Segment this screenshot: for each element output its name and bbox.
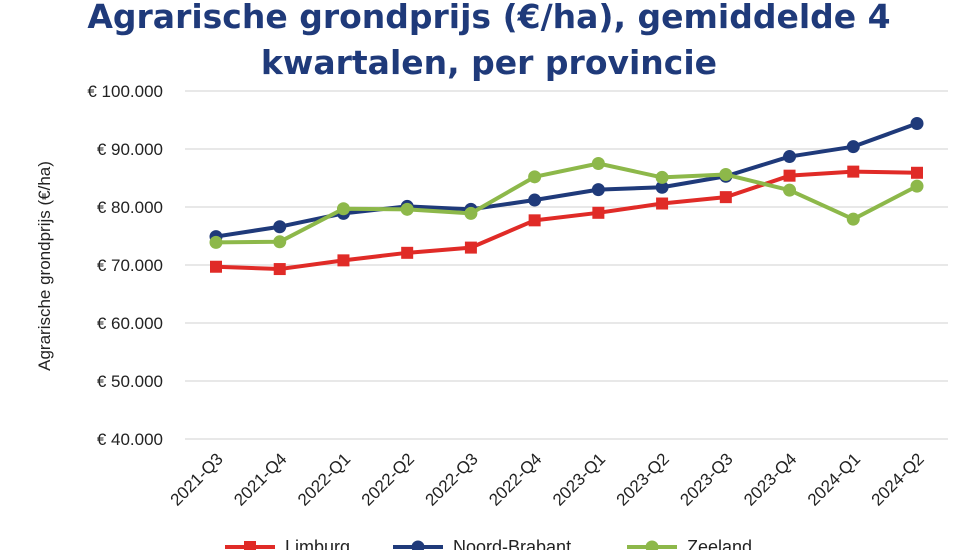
x-tick-label: 2022-Q4 bbox=[485, 449, 545, 509]
x-tick-label: 2023-Q4 bbox=[740, 449, 800, 509]
data-point-zeeland bbox=[528, 170, 542, 184]
data-point-noord-brabant bbox=[846, 140, 860, 154]
data-point-zeeland bbox=[910, 179, 924, 193]
data-point-limburg bbox=[719, 191, 732, 204]
data-point-limburg bbox=[656, 197, 669, 210]
data-point-zeeland bbox=[336, 202, 350, 216]
data-point-limburg bbox=[464, 241, 477, 254]
x-tick-label: 2023-Q1 bbox=[549, 449, 609, 509]
x-tick-label: 2023-Q3 bbox=[676, 449, 736, 509]
y-axis-ticks: € 40.000 € 50.000 € 60.000 € 70.000 € 80.000… bbox=[87, 82, 163, 449]
data-point-noord-brabant bbox=[273, 220, 287, 234]
x-tick-label: 2022-Q2 bbox=[358, 449, 418, 509]
y-axis-label: Agrarische grondprijs (€/ha) bbox=[35, 161, 54, 371]
legend-label-zeeland: Zeeland bbox=[687, 537, 752, 550]
legend-marker-limburg bbox=[244, 541, 256, 550]
y-tick-label: € 60.000 bbox=[97, 314, 163, 333]
series-line-limburg bbox=[215, 169, 918, 272]
data-point-noord-brabant bbox=[783, 150, 797, 164]
legend-label-limburg: Limburg bbox=[285, 537, 350, 550]
x-tick-label: 2024-Q2 bbox=[868, 449, 928, 509]
x-tick-label: 2022-Q3 bbox=[422, 449, 482, 509]
y-tick-label: € 100.000 bbox=[87, 82, 163, 101]
series-line-zeeland bbox=[215, 161, 918, 245]
data-point-noord-brabant bbox=[528, 193, 542, 207]
data-point-noord-brabant bbox=[591, 183, 605, 197]
data-point-zeeland bbox=[783, 183, 797, 197]
x-tick-label: 2022-Q1 bbox=[294, 449, 354, 509]
y-tick-label: € 80.000 bbox=[97, 198, 163, 217]
data-point-zeeland bbox=[591, 157, 605, 170]
gridlines bbox=[185, 90, 948, 440]
x-tick-label: 2021-Q4 bbox=[230, 449, 290, 509]
data-point-zeeland bbox=[464, 206, 478, 220]
data-point-zeeland bbox=[209, 235, 223, 249]
y-tick-label: € 70.000 bbox=[97, 256, 163, 275]
data-point-limburg bbox=[273, 263, 286, 276]
series-lines bbox=[209, 116, 924, 276]
data-point-limburg bbox=[911, 166, 923, 179]
x-tick-label: 2021-Q3 bbox=[167, 449, 227, 509]
data-point-limburg bbox=[401, 246, 414, 259]
y-tick-label: € 90.000 bbox=[97, 140, 163, 159]
data-point-zeeland bbox=[846, 212, 860, 226]
data-point-limburg bbox=[528, 214, 541, 227]
data-point-noord-brabant bbox=[655, 180, 669, 194]
data-point-zeeland bbox=[400, 202, 414, 216]
data-point-limburg bbox=[847, 165, 860, 178]
data-point-zeeland bbox=[273, 235, 287, 249]
x-tick-label: 2023-Q2 bbox=[613, 449, 673, 509]
data-point-zeeland bbox=[719, 168, 733, 182]
data-point-limburg bbox=[210, 260, 222, 273]
data-point-zeeland bbox=[655, 170, 669, 184]
y-tick-label: € 40.000 bbox=[97, 430, 163, 449]
data-point-limburg bbox=[592, 206, 605, 219]
x-tick-label: 2024-Q1 bbox=[804, 449, 864, 509]
legend-marker-noord-brabant bbox=[411, 540, 425, 550]
legend-marker-zeeland bbox=[645, 540, 659, 550]
data-point-noord-brabant bbox=[910, 116, 924, 130]
data-point-limburg bbox=[783, 169, 796, 182]
legend-label-noord-brabant: Noord-Brabant bbox=[453, 537, 571, 550]
chart-title: Agrarische grondprijs (€/ha), gemiddelde… bbox=[87, 0, 891, 82]
data-point-limburg bbox=[337, 254, 350, 267]
x-axis-ticks: 2021-Q3 2021-Q4 2022-Q1 2022-Q2 2022-Q3 2022-… bbox=[167, 449, 928, 509]
y-tick-label: € 50.000 bbox=[97, 372, 163, 391]
legend: Limburg Noord-Brabant Zeeland bbox=[225, 537, 752, 550]
